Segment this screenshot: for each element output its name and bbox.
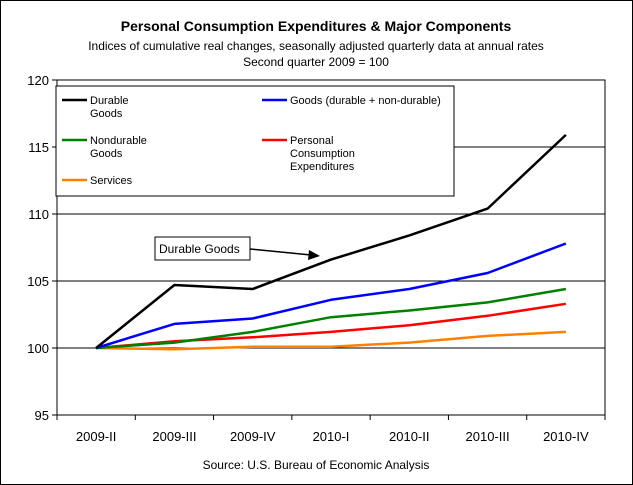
- y-tick-label-4: 115: [28, 140, 49, 155]
- chart-subtitle-line-2: Second quarter 2009 = 100: [243, 55, 389, 69]
- legend-label-3-2: Expenditures: [290, 161, 355, 173]
- legend-label-4-0: Services: [90, 175, 133, 187]
- x-tick-label-6: 2010-IV: [543, 429, 589, 444]
- chart-source: Source: U.S. Bureau of Economic Analysis: [203, 458, 430, 472]
- y-tick-label-1: 100: [27, 341, 49, 356]
- series-line-2: [96, 287, 567, 350]
- y-tick-label-0: 95: [35, 408, 49, 423]
- legend-label-0-0: Durable: [90, 95, 129, 107]
- y-tick-label-3: 110: [28, 207, 49, 222]
- annotation-arrow-line: [249, 248, 312, 256]
- legend-label-3-1: Consumption: [290, 148, 355, 160]
- x-axis-ticks: 2009-II 2009-III 2009-IV 2010-I 2010-II 2010-…: [56, 415, 606, 444]
- legend-label-1-0: Goods (durable + non-durable): [290, 95, 441, 107]
- annotation-label: Durable Goods: [159, 242, 240, 256]
- chart-title: Personal Consumption Expenditures & Majo…: [121, 18, 512, 34]
- legend-label-0-1: Goods: [90, 108, 123, 120]
- annotation-box: [154, 236, 251, 261]
- series-line-1: [95, 242, 567, 350]
- legend-box: [55, 85, 455, 197]
- x-tick-label-5: 2010-III: [466, 429, 510, 444]
- annotation-durable-goods: Durable Goods: [154, 236, 320, 261]
- series-line-4: [96, 330, 566, 351]
- x-tick-label-3: 2010-I: [313, 429, 350, 444]
- chart-subtitle-line-1: Indices of cumulative real changes, seas…: [88, 39, 544, 53]
- series-lines: [95, 133, 567, 351]
- legend-label-2-1: Goods: [90, 148, 123, 160]
- y-tick-label-2: 105: [27, 274, 49, 289]
- x-tick-label-1: 2009-III: [152, 429, 196, 444]
- legend-label-3-0: Personal: [290, 135, 333, 147]
- x-tick-label-4: 2010-II: [389, 429, 429, 444]
- series-line-0: [95, 133, 567, 349]
- x-tick-label-2: 2009-IV: [230, 429, 276, 444]
- series-line-3: [95, 302, 567, 350]
- legend-label-2-0: Nondurable: [90, 135, 147, 147]
- x-tick-label-0: 2009-II: [76, 429, 116, 444]
- y-axis-ticks: 95 100 105 110 115 120: [27, 73, 57, 423]
- annotation-arrow-head: [308, 250, 320, 260]
- y-tick-label-5: 120: [27, 73, 49, 88]
